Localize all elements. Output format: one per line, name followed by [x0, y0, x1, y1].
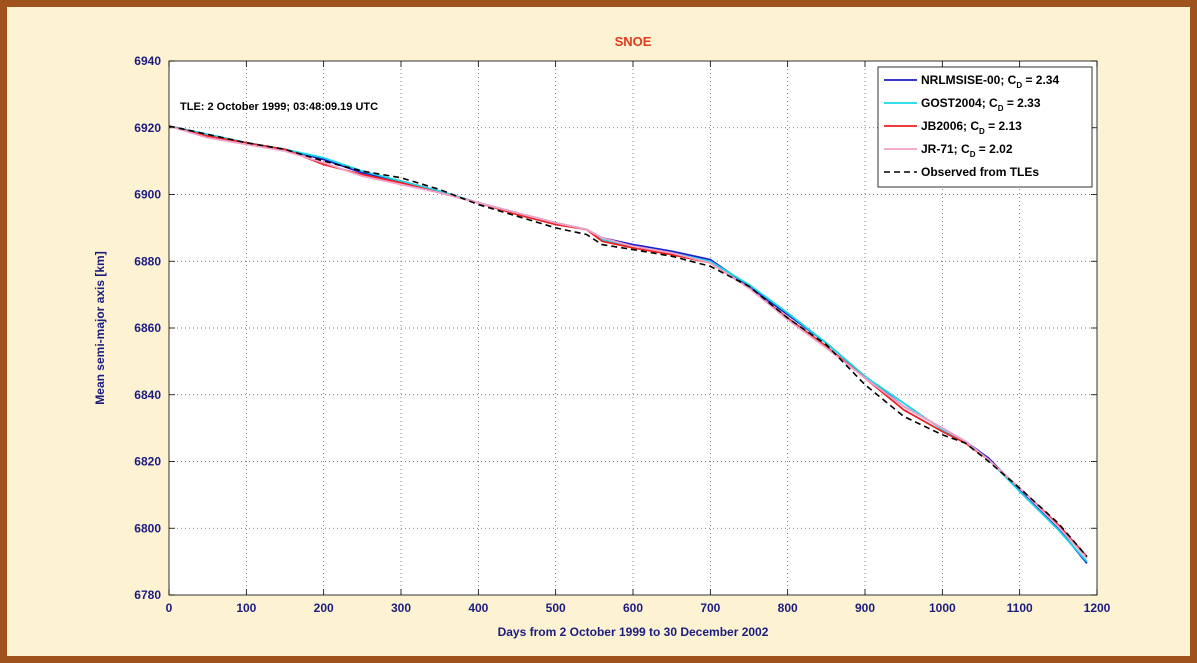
y-tick-label: 6840 — [134, 388, 161, 402]
x-tick-label: 1200 — [1084, 601, 1111, 615]
x-tick-label: 200 — [314, 601, 334, 615]
series-line-jr-71-c — [168, 125, 1088, 559]
x-tick-label: 800 — [778, 601, 798, 615]
legend-label: JB2006; CD = 2.13 — [921, 119, 1022, 136]
legend-label: JR-71; CD = 2.02 — [921, 142, 1013, 159]
x-tick-label: 1000 — [929, 601, 956, 615]
y-tick-label: 6820 — [134, 455, 161, 469]
grid-lines — [169, 61, 1097, 595]
y-axis-label: Mean semi-major axis [km] — [93, 251, 107, 404]
x-tick-label: 700 — [700, 601, 720, 615]
y-axis-ticks: 6780 6800 6820 6840 6860 6880 6900 6920 6940 — [134, 54, 1097, 602]
legend-label: NRLMSISE-00; CD = 2.34 — [921, 73, 1059, 90]
y-tick-label: 6940 — [134, 54, 161, 68]
x-tick-label: 0 — [166, 601, 173, 615]
chart-title: SNOE — [615, 34, 652, 49]
x-tick-label: 300 — [391, 601, 411, 615]
y-tick-label: 6800 — [134, 521, 161, 535]
y-tick-label: 6780 — [134, 588, 161, 602]
x-tick-label: 500 — [546, 601, 566, 615]
legend-box — [877, 66, 1093, 188]
x-tick-label: 1100 — [1007, 601, 1033, 615]
x-axis-ticks: 0 100 200 300 400 500 600 700 800 900 1000 1100 1200 — [166, 61, 1111, 615]
y-tick-label: 6900 — [134, 188, 161, 202]
x-tick-label: 100 — [236, 601, 256, 615]
legend-label: Observed from TLEs — [921, 165, 1039, 179]
x-tick-label: 400 — [468, 601, 488, 615]
legend: NRLMSISE-00; CD = 2.34 GOST2004; CD = 2.3… — [877, 66, 1093, 188]
legend-label: GOST2004; CD = 2.33 — [921, 96, 1041, 113]
series-lines — [168, 125, 1088, 564]
y-tick-label: 6920 — [134, 121, 161, 135]
tle-annotation: TLE: 2 October 1999; 03:48:09.19 UTC — [180, 101, 378, 113]
y-tick-label: 6880 — [134, 254, 161, 268]
x-tick-label: 600 — [623, 601, 643, 615]
y-tick-label: 6860 — [134, 321, 161, 335]
x-axis-label: Days from 2 October 1999 to 30 December … — [498, 625, 769, 639]
x-tick-label: 900 — [855, 601, 875, 615]
series-line-observed-from-tles — [168, 125, 1088, 558]
